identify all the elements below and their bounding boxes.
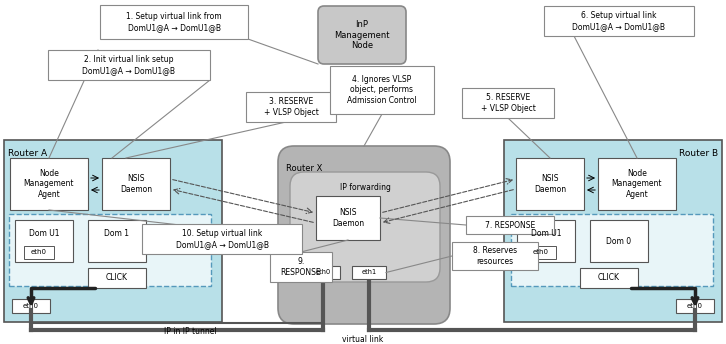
Text: 3. RESERVE
+ VLSP Object: 3. RESERVE + VLSP Object (264, 97, 319, 117)
Text: eth0: eth0 (315, 269, 330, 276)
Text: eth0: eth0 (23, 303, 39, 309)
Text: Dom 1: Dom 1 (105, 229, 129, 238)
Bar (246, 92, 336, 122)
Text: Node
Management
Agent: Node Management Agent (24, 169, 74, 199)
Text: virtual link: virtual link (343, 335, 383, 344)
Bar (88, 268, 146, 288)
Text: eth1: eth1 (362, 269, 377, 276)
Bar (598, 158, 676, 210)
Bar (15, 220, 73, 262)
Text: Node
Management
Agent: Node Management Agent (612, 169, 662, 199)
Text: 6. Setup virtual link
DomU1@A → DomU1@B: 6. Setup virtual link DomU1@A → DomU1@B (573, 11, 666, 31)
Text: 10. Setup virtual link
DomU1@A → DomU1@B: 10. Setup virtual link DomU1@A → DomU1@B (176, 229, 269, 249)
Text: Router B: Router B (679, 149, 718, 158)
Bar (10, 158, 88, 210)
Bar (352, 266, 386, 279)
Bar (9, 214, 211, 286)
Text: 5. RESERVE
+ VLSP Object: 5. RESERVE + VLSP Object (481, 93, 536, 113)
Bar (330, 66, 434, 114)
Text: Router X: Router X (286, 164, 322, 173)
Bar (48, 50, 210, 80)
Bar (590, 220, 648, 262)
Text: IP in IP tunnel: IP in IP tunnel (163, 327, 216, 336)
Text: NSIS
Daemon: NSIS Daemon (534, 174, 566, 194)
Bar (544, 6, 694, 36)
Bar (526, 246, 556, 259)
Text: 9.
RESPONSE: 9. RESPONSE (281, 257, 322, 277)
Bar (676, 299, 714, 313)
Text: 4. Ignores VLSP
object, performs
Admission Control: 4. Ignores VLSP object, performs Admissi… (347, 75, 417, 105)
Bar (306, 266, 340, 279)
Text: 8. Reserves
resources: 8. Reserves resources (473, 246, 517, 266)
Bar (4, 140, 222, 322)
Text: eth0: eth0 (687, 303, 703, 309)
Text: NSIS
Daemon: NSIS Daemon (332, 208, 364, 228)
Text: 7. RESPONSE: 7. RESPONSE (485, 221, 535, 229)
Text: 1. Setup virtual link from
DomU1@A → DomU1@B: 1. Setup virtual link from DomU1@A → Dom… (126, 12, 222, 32)
Text: NSIS
Daemon: NSIS Daemon (120, 174, 152, 194)
Text: Dom 0: Dom 0 (606, 237, 632, 247)
Bar (517, 220, 575, 262)
FancyBboxPatch shape (290, 172, 440, 282)
Text: IP forwarding: IP forwarding (340, 183, 391, 193)
Bar (452, 242, 538, 270)
Text: eth0: eth0 (31, 249, 47, 255)
Bar (462, 88, 554, 118)
Text: CLICK: CLICK (106, 273, 128, 282)
Text: Dom U1: Dom U1 (29, 229, 60, 238)
Bar (516, 158, 584, 210)
Bar (88, 220, 146, 262)
FancyBboxPatch shape (278, 146, 450, 324)
Bar (504, 140, 722, 322)
Text: CLICK: CLICK (598, 273, 620, 282)
Bar (270, 252, 332, 282)
Bar (511, 214, 713, 286)
Bar (100, 5, 248, 39)
Bar (24, 246, 54, 259)
Bar (316, 196, 380, 240)
Bar (142, 224, 302, 254)
Bar (102, 158, 170, 210)
Bar (12, 299, 50, 313)
Text: eth0: eth0 (533, 249, 549, 255)
Bar (466, 216, 554, 234)
Text: 2. Init virtual link setup
DomU1@A → DomU1@B: 2. Init virtual link setup DomU1@A → Dom… (83, 55, 176, 75)
FancyBboxPatch shape (318, 6, 406, 64)
Text: Router A: Router A (8, 149, 47, 158)
Text: Dom U1: Dom U1 (531, 229, 561, 238)
Text: InP
Management
Node: InP Management Node (334, 20, 390, 50)
Bar (580, 268, 638, 288)
